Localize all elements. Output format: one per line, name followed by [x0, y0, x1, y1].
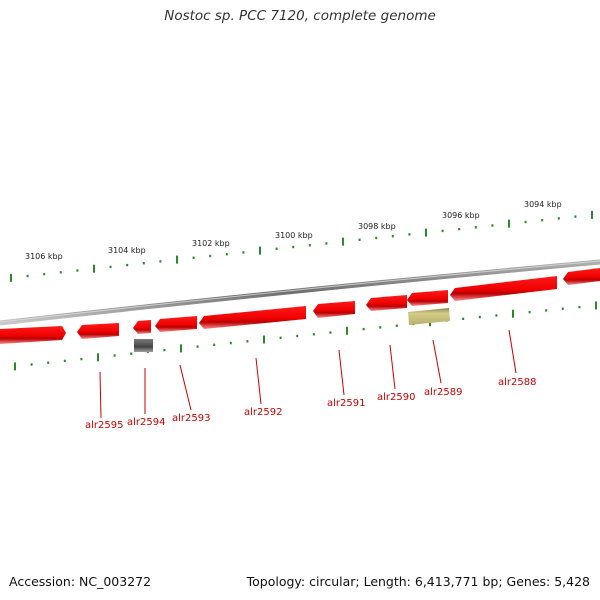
gene-arrow[interactable]: [563, 268, 600, 285]
gene-arrow[interactable]: [77, 323, 119, 339]
genome-title: Nostoc sp. PCC 7120, complete genome: [164, 8, 436, 24]
gene-arrow[interactable]: [313, 301, 355, 318]
gene-arrow[interactable]: [199, 306, 306, 329]
scale-label: 3096 kbp: [442, 211, 480, 220]
gene-label[interactable]: alr2589: [424, 387, 462, 398]
scale-label: 3104 kbp: [108, 246, 146, 255]
gene-track: [0, 268, 600, 352]
leader-line: [508, 329, 517, 374]
genome-backbone-highlight: [0, 260, 600, 323]
gene-label[interactable]: alr2591: [327, 398, 365, 409]
leader-line: [255, 357, 262, 405]
gene-arrow[interactable]: [133, 320, 151, 334]
leader-line: [99, 371, 102, 419]
gene-label[interactable]: alr2595: [85, 420, 123, 431]
gene-arrow[interactable]: [407, 290, 448, 306]
pseudogene-block[interactable]: [408, 308, 450, 325]
genome-summary-text: Topology: circular; Length: 6,413,771 bp…: [246, 574, 590, 589]
leader-line: [338, 349, 345, 396]
gene-labels: alr2595 alr2594 alr2593 alr2592 alr2591 …: [85, 377, 536, 431]
leader-line: [179, 364, 192, 411]
scale-label: 3106 kbp: [25, 252, 63, 261]
gene-arrow[interactable]: [0, 326, 66, 344]
scale-label: 3100 kbp: [275, 231, 313, 240]
gene-label[interactable]: alr2590: [377, 392, 415, 403]
scale-labels: 3106 kbp 3104 kbp 3102 kbp 3100 kbp 3098…: [25, 200, 562, 261]
scale-label: 3102 kbp: [192, 239, 230, 248]
leader-line: [432, 339, 442, 384]
gene-label[interactable]: alr2592: [244, 407, 282, 418]
gene-label[interactable]: alr2594: [127, 417, 165, 428]
label-leaders: [99, 329, 517, 419]
genome-backbone: [0, 259, 600, 326]
scale-label: 3098 kbp: [358, 222, 396, 231]
gene-label[interactable]: alr2588: [498, 377, 536, 388]
leader-line: [389, 344, 396, 390]
scale-ticks-upper: [10, 210, 593, 282]
scale-label: 3094 kbp: [524, 200, 562, 209]
pseudogene-block[interactable]: [134, 339, 153, 352]
gene-arrow[interactable]: [366, 295, 407, 311]
accession-text: Accession: NC_003272: [9, 574, 152, 589]
gene-label[interactable]: alr2593: [172, 413, 210, 424]
gene-arrow[interactable]: [155, 316, 197, 332]
gene-arrow[interactable]: [450, 276, 557, 301]
